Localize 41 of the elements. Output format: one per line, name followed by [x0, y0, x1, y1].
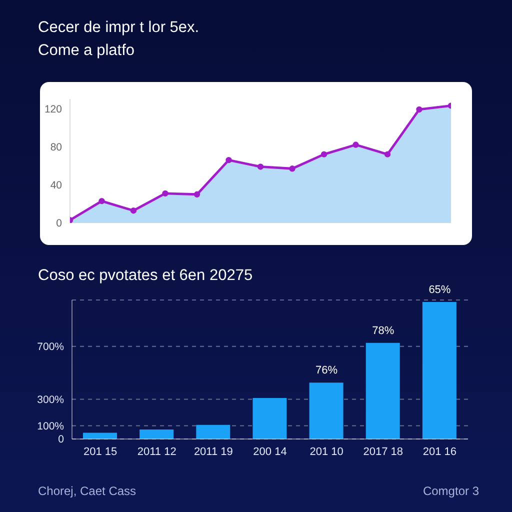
text: Chorej, Caet Cass [38, 484, 136, 498]
y-tick-label: 100% [37, 420, 64, 432]
bar [422, 302, 456, 439]
y-tick-label: 0 [56, 218, 62, 230]
x-tick-label: 200 14 [253, 446, 287, 458]
y-tick-label: 700% [37, 341, 64, 354]
bar [140, 429, 174, 439]
text: Comgtor 3 [422, 484, 479, 498]
point [162, 190, 168, 197]
y-tick-label: 80 [50, 141, 62, 154]
point [320, 151, 328, 158]
point [98, 198, 105, 204]
y-tick-label: 0 [58, 434, 64, 446]
annotation: 76% [316, 364, 338, 377]
y-tick-label: 300% [37, 394, 64, 406]
x-tick-label: 201 10 [310, 446, 344, 458]
bar [196, 424, 230, 439]
y-tick-label: 40 [50, 180, 62, 192]
x-tick-label: 2011 12 [137, 446, 176, 458]
bar [366, 342, 400, 439]
x-tick-label: 2017 18 [363, 446, 404, 458]
chart-subtitle: Come a platfo [38, 42, 134, 60]
y-tick-label: 120 [44, 103, 62, 116]
chart-title: Coso ec pvotates et 6en 20275 [38, 267, 253, 285]
point [416, 106, 422, 113]
point [257, 164, 264, 170]
point [130, 208, 137, 214]
x-tick-label: 2011 19 [194, 446, 233, 458]
point [384, 151, 391, 158]
point [289, 166, 296, 172]
bar [83, 432, 117, 439]
x-tick-label: 201 15 [83, 446, 118, 458]
x-tick-label: 201 16 [422, 446, 457, 458]
bar [252, 398, 287, 439]
annotation: 78% [372, 324, 394, 337]
point [352, 142, 359, 148]
point [226, 156, 232, 164]
annotation: 65% [428, 284, 451, 296]
point [194, 191, 200, 198]
bar [309, 382, 344, 439]
chart-title: Cecer de impr t lor 5ex. [38, 19, 200, 37]
